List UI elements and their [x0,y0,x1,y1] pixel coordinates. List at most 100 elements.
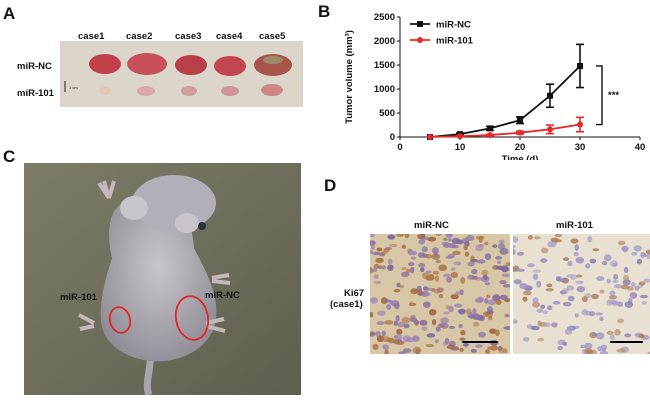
cell-nucleus [621,246,629,251]
ihc-col-label-mir-101: miR-101 [556,220,593,231]
cell-nucleus [620,284,630,290]
cell-nucleus [402,335,411,343]
cell-nucleus [372,266,378,273]
cell-nucleus [423,286,429,291]
cell-nucleus [563,257,569,261]
cell-nucleus [473,321,480,327]
tumor-101-case4 [221,86,239,96]
cell-nucleus [431,247,439,254]
cell-nucleus [448,305,454,313]
cell-nucleus [595,312,603,316]
cell-nucleus [617,240,626,246]
cell-nucleus [537,337,544,342]
cell-nucleus [564,328,573,335]
cell-nucleus [526,324,533,329]
significance-bracket [596,65,603,126]
cell-nucleus [372,343,379,350]
cell-nucleus [614,329,621,336]
cell-nucleus [370,266,373,274]
y-tick-label: 2500 [374,12,395,23]
cell-nucleus [612,279,619,283]
cell-nucleus [562,288,569,294]
cell-nucleus [387,234,396,240]
cell-nucleus [584,342,593,350]
y-tick-label: 0 [390,132,395,143]
cell-nucleus [421,326,428,331]
cell-nucleus [396,234,404,237]
cell-nucleus [513,236,519,243]
cell-nucleus [546,283,553,288]
cell-nucleus [581,309,589,316]
cell-nucleus [540,247,549,254]
cell-nucleus [468,311,474,319]
cell-nucleus [501,273,510,278]
cell-nucleus [562,301,572,307]
cell-nucleus [460,329,466,336]
data-point [457,133,463,140]
cell-nucleus [384,349,389,354]
cell-nucleus [532,269,542,273]
cell-nucleus [575,280,584,284]
cell-nucleus [381,265,386,270]
cell-nucleus [459,337,466,341]
data-point [427,134,433,140]
cell-nucleus [499,247,509,255]
cell-nucleus [389,243,398,248]
cell-nucleus [467,274,475,280]
cell-nucleus [396,328,403,335]
cell-nucleus [441,241,447,246]
cell-nucleus [606,278,611,284]
cell-nucleus [503,326,510,330]
cell-nucleus [382,344,389,349]
cell-nucleus [381,336,390,343]
cell-nucleus [409,317,417,322]
cell-nucleus [492,244,498,248]
cell-nucleus [592,248,600,252]
cell-nucleus [624,301,633,308]
cell-nucleus [567,295,575,302]
case-label: case2 [126,31,153,42]
cell-nucleus [574,313,579,318]
x-axis-label: Time (d) [502,154,539,160]
cell-nucleus [425,343,435,348]
cell-nucleus [446,276,453,283]
row-label-mir-nc: miR-NC [17,61,52,72]
cell-nucleus [380,251,387,255]
cell-nucleus [475,344,483,348]
tumor-101-case5 [261,84,283,96]
cell-nucleus [402,348,412,353]
mouse-photo [24,163,301,395]
mouse-label-mir-101: miR-101 [60,292,97,303]
cell-nucleus [378,265,383,269]
cell-nucleus [562,342,568,346]
cell-nucleus [426,333,436,338]
cell-nucleus [376,321,385,326]
cell-nucleus [472,308,477,314]
cell-nucleus [494,265,504,269]
cell-nucleus [447,237,452,242]
cell-nucleus [374,274,379,279]
cell-nucleus [430,288,436,292]
cell-nucleus [438,264,448,272]
cell-nucleus [576,286,585,293]
cell-nucleus [604,254,612,262]
cell-nucleus [417,234,425,239]
cell-nucleus [453,346,460,351]
cell-nucleus [486,294,491,298]
cell-nucleus [434,275,440,282]
cell-nucleus [613,284,622,289]
cell-nucleus [410,256,416,260]
data-point [517,129,523,136]
cell-nucleus [475,235,485,240]
cell-nucleus [435,326,441,332]
cell-nucleus [428,273,435,281]
cell-nucleus [532,273,539,281]
series-line [429,123,581,138]
cell-nucleus [513,248,516,256]
legend-label: miR-NC [436,20,471,31]
cell-nucleus [484,241,489,246]
cell-nucleus [471,268,478,275]
cell-nucleus [397,339,402,343]
cell-nucleus [536,308,544,313]
cell-nucleus [431,318,437,326]
